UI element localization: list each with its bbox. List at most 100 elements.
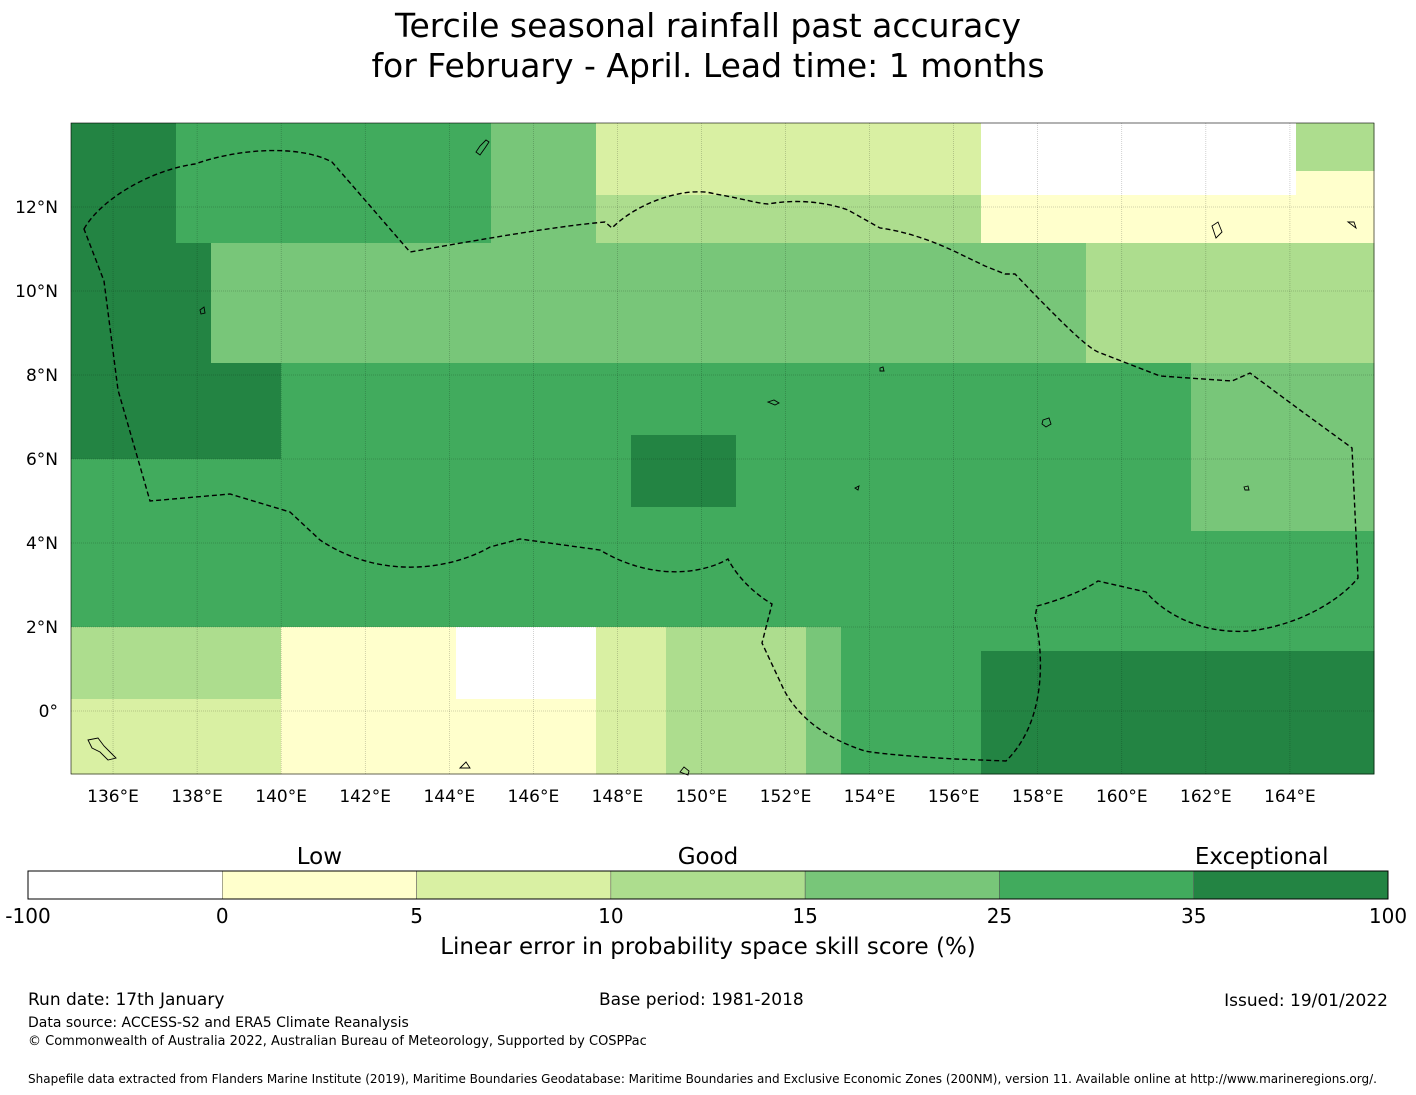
island-outline bbox=[1041, 417, 1052, 428]
grid-cell bbox=[1331, 243, 1367, 268]
grid-cell bbox=[736, 747, 772, 772]
grid-cell bbox=[1086, 243, 1122, 268]
grid-cell bbox=[141, 747, 177, 772]
grid-cell bbox=[631, 675, 667, 700]
grid-cell bbox=[1331, 315, 1367, 340]
grid-cell bbox=[281, 675, 317, 700]
grid-cell bbox=[736, 531, 772, 556]
grid-cell bbox=[666, 771, 702, 775]
grid-cell bbox=[1191, 603, 1227, 628]
grid-cell bbox=[211, 435, 247, 460]
grid-cell bbox=[1051, 123, 1087, 148]
grid-cell bbox=[631, 315, 667, 340]
grid-cell bbox=[351, 579, 387, 604]
grid-cell bbox=[631, 387, 667, 412]
grid-cell bbox=[701, 651, 737, 676]
grid-cell bbox=[71, 747, 107, 772]
island-outlines bbox=[87, 139, 1357, 776]
grid-cell bbox=[701, 219, 737, 244]
grid-cell bbox=[806, 675, 842, 700]
grid-cell bbox=[1331, 483, 1367, 508]
grid-cell bbox=[176, 699, 212, 724]
grid-cell bbox=[1051, 339, 1087, 364]
grid-cell bbox=[596, 411, 632, 436]
grid-cell bbox=[876, 123, 912, 148]
grid-cell bbox=[421, 219, 457, 244]
grid-cell bbox=[876, 483, 912, 508]
grid-cell bbox=[841, 651, 877, 676]
grid-cell bbox=[1156, 267, 1192, 292]
grid-cell bbox=[876, 435, 912, 460]
grid-cell bbox=[1016, 267, 1052, 292]
grid-cell bbox=[806, 627, 842, 652]
grid-cell bbox=[561, 603, 597, 628]
grid-cell bbox=[1121, 411, 1157, 436]
grid-cell bbox=[106, 339, 142, 364]
grid-cell bbox=[141, 651, 177, 676]
grid-cell bbox=[421, 291, 457, 316]
grid-cell bbox=[1121, 195, 1157, 220]
grid-cell bbox=[351, 459, 387, 484]
grid-cell bbox=[771, 603, 807, 628]
grid-cell bbox=[386, 291, 422, 316]
grid-cell bbox=[1261, 747, 1297, 772]
grid-cell bbox=[701, 579, 737, 604]
grid-cell bbox=[1261, 459, 1297, 484]
grid-cell bbox=[1331, 171, 1367, 196]
grid-cell bbox=[141, 507, 177, 532]
grid-cell bbox=[981, 579, 1017, 604]
grid-cell bbox=[1051, 219, 1087, 244]
grid-cell bbox=[1016, 603, 1052, 628]
grid-cell bbox=[911, 483, 947, 508]
grid-cell bbox=[771, 387, 807, 412]
grid-cell bbox=[386, 267, 422, 292]
grid-cell bbox=[1086, 147, 1122, 172]
grid-cell bbox=[771, 483, 807, 508]
grid-cell bbox=[911, 723, 947, 748]
grid-cell bbox=[1051, 675, 1087, 700]
grid-cell bbox=[1226, 723, 1262, 748]
grid-cell bbox=[141, 411, 177, 436]
grid-cell bbox=[1156, 627, 1192, 652]
grid-cell bbox=[911, 291, 947, 316]
grid-cell bbox=[491, 651, 527, 676]
grid-cell bbox=[1156, 531, 1192, 556]
grid-cell bbox=[1366, 171, 1375, 196]
grid-cell bbox=[666, 315, 702, 340]
grid-cell bbox=[316, 435, 352, 460]
grid-cell bbox=[981, 387, 1017, 412]
grid-cell bbox=[1051, 243, 1087, 268]
grid-cell bbox=[876, 627, 912, 652]
grid-cell bbox=[561, 243, 597, 268]
grid-cell bbox=[1121, 315, 1157, 340]
grid-cell bbox=[1016, 219, 1052, 244]
grid-cell bbox=[911, 771, 947, 775]
grid-cell bbox=[666, 603, 702, 628]
grid-cell bbox=[491, 291, 527, 316]
grid-cell bbox=[211, 195, 247, 220]
grid-cell bbox=[771, 171, 807, 196]
grid-cell bbox=[736, 699, 772, 724]
grid-cell bbox=[631, 771, 667, 775]
grid-cell bbox=[1226, 123, 1262, 148]
grid-cell bbox=[456, 243, 492, 268]
grid-cell bbox=[841, 171, 877, 196]
grid-cell bbox=[281, 723, 317, 748]
grid-cell bbox=[1261, 723, 1297, 748]
grid-cell bbox=[421, 339, 457, 364]
grid-cell bbox=[246, 219, 282, 244]
island-outline bbox=[199, 306, 206, 315]
grid-cell bbox=[1331, 123, 1367, 148]
grid-cell bbox=[491, 699, 527, 724]
grid-cell bbox=[701, 435, 737, 460]
grid-cell bbox=[1296, 171, 1332, 196]
grid-cell bbox=[71, 267, 107, 292]
grid-cell bbox=[1366, 315, 1375, 340]
grid-cell bbox=[1366, 435, 1375, 460]
grid-cell bbox=[141, 603, 177, 628]
grid-cell bbox=[1296, 555, 1332, 580]
grid-cell bbox=[631, 339, 667, 364]
grid-cell bbox=[876, 387, 912, 412]
grid-cell bbox=[1296, 483, 1332, 508]
grid-cell bbox=[491, 339, 527, 364]
